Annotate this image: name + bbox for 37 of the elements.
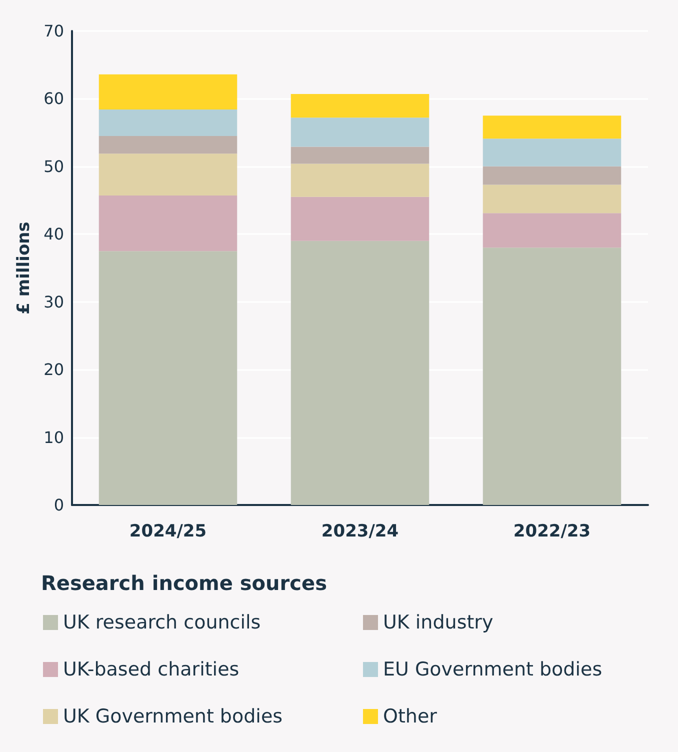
bar bbox=[98, 251, 238, 505]
y-tick-label: 20 bbox=[44, 360, 64, 380]
bar bbox=[290, 118, 430, 147]
x-tick-label: 2023/24 bbox=[321, 522, 399, 542]
y-axis-title: £ millions bbox=[14, 222, 34, 314]
legend-label: Other bbox=[383, 706, 438, 728]
bar bbox=[482, 116, 622, 139]
bar bbox=[290, 94, 430, 118]
legend-label: UK research councils bbox=[63, 612, 261, 634]
legend-label: UK Government bodies bbox=[63, 706, 283, 728]
bar bbox=[290, 146, 430, 164]
y-tick-label: 50 bbox=[44, 156, 64, 176]
legend-label: EU Government bodies bbox=[383, 658, 602, 680]
x-tick-label: 2022/23 bbox=[513, 522, 591, 542]
y-tick-label: 70 bbox=[44, 22, 64, 40]
x-tick-label: 2024/25 bbox=[129, 522, 207, 542]
bar bbox=[482, 248, 622, 505]
y-tick-label: 10 bbox=[44, 428, 64, 447]
y-tick-label: 30 bbox=[44, 292, 64, 312]
bar bbox=[290, 164, 430, 197]
y-tick-label: 40 bbox=[44, 224, 64, 244]
bar bbox=[482, 213, 622, 248]
bar bbox=[290, 240, 430, 505]
legend-label: UK industry bbox=[383, 612, 494, 634]
bar bbox=[290, 196, 430, 241]
legend-label: UK-based charities bbox=[63, 658, 240, 680]
bar bbox=[98, 136, 238, 154]
bar bbox=[482, 184, 622, 214]
bar bbox=[482, 138, 622, 166]
legend-title: Research income sources bbox=[41, 571, 327, 595]
bar bbox=[98, 154, 238, 196]
bar bbox=[98, 74, 238, 110]
bar bbox=[98, 110, 238, 136]
bar bbox=[482, 166, 622, 185]
y-tick-label: 0 bbox=[54, 496, 64, 514]
bar bbox=[98, 196, 238, 252]
y-tick-label: 60 bbox=[44, 89, 64, 108]
